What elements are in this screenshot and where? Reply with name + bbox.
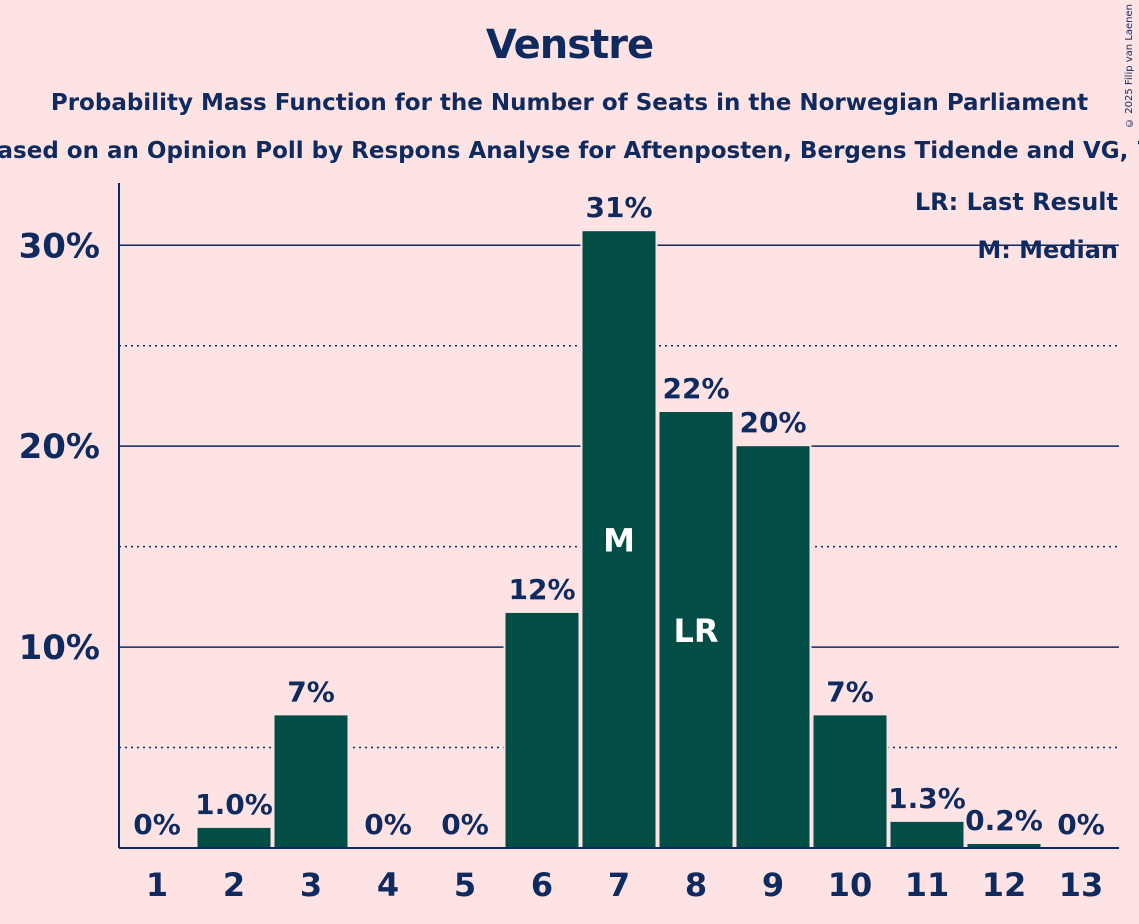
x-tick-label: 4 [377,866,399,904]
x-tick-label: 6 [531,866,553,904]
chart-title: Venstre [485,22,654,68]
x-tick-label: 13 [1059,866,1104,904]
data-label: 0% [364,808,412,841]
x-tick-label: 11 [905,866,950,904]
legend-median: M: Median [977,236,1118,264]
data-label: 0% [441,808,489,841]
data-label: 0% [1057,808,1105,841]
chart-subtitle: Probability Mass Function for the Number… [50,90,1089,116]
data-label: 22% [662,372,729,405]
bar [967,843,1041,848]
data-label: 1.3% [888,782,966,815]
chart-subtitle-source: Based on an Opinion Poll by Respons Anal… [0,138,1139,164]
x-tick-label: 5 [454,866,476,904]
x-tick-label: 8 [685,866,707,904]
x-tick-label: 3 [300,866,322,904]
x-tick-label: 2 [223,866,245,904]
axes [118,183,1119,849]
data-label: 7% [826,675,874,708]
data-label: 12% [508,573,575,606]
data-label: 7% [287,675,335,708]
data-labels: 0% 1 1.0% 2 7% 3 0% 4 0% 5 12% 6 31% M 7 22% LR 8 20% 9 7% 10… [133,191,1105,904]
x-tick-label: 1 [146,866,168,904]
bar-marker: LR [673,612,718,650]
y-tick-label: 20% [19,427,100,467]
bar [659,412,733,848]
bar [582,231,656,848]
x-tick-label: 7 [608,866,630,904]
bar [197,827,271,848]
bar [274,715,348,848]
bar [505,612,579,848]
data-label: 0.2% [965,804,1043,837]
legend: LR: Last Result M: Median [915,188,1118,264]
bars [195,229,1043,848]
x-tick-label: 10 [828,866,873,904]
legend-last-result: LR: Last Result [915,188,1118,216]
data-label: 0% [133,808,181,841]
y-tick-label: 10% [19,628,100,668]
bar [890,821,964,848]
bar-marker: M [603,522,635,560]
data-label: 1.0% [195,788,273,821]
bar [813,715,887,848]
x-tick-label: 9 [762,866,784,904]
data-label: 20% [739,406,806,439]
bar [736,446,810,848]
x-tick-label: 12 [982,866,1027,904]
y-tick-label: 30% [19,226,100,266]
data-label: 31% [585,191,652,224]
